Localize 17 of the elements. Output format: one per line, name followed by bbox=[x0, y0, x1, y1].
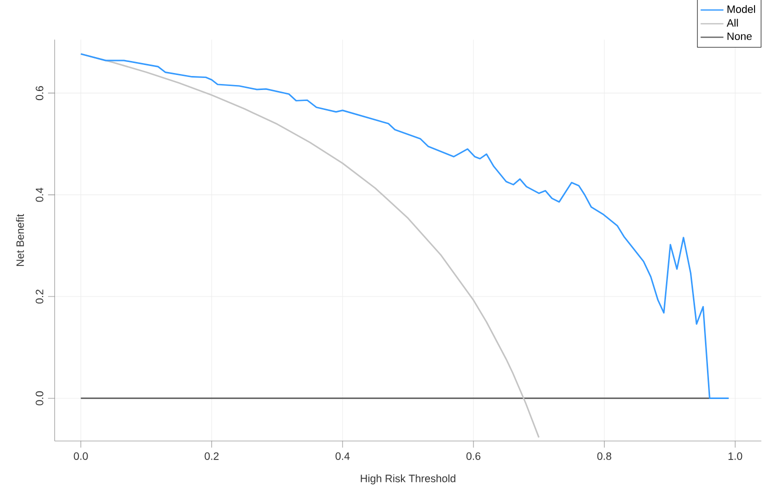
x-tick-label: 0.2 bbox=[204, 452, 219, 460]
y-tick-label: 0.4 bbox=[36, 188, 44, 202]
x-tick-label: 1.0 bbox=[728, 452, 742, 460]
y-tick-label: 0.0 bbox=[36, 391, 44, 406]
line-series bbox=[80, 53, 730, 400]
y-tick-label: 0.2 bbox=[36, 290, 44, 304]
x-axis-title: High Risk Threshold bbox=[360, 474, 456, 484]
line-series bbox=[80, 53, 540, 438]
legend-label: All bbox=[726, 18, 738, 27]
y-tick-label: 0.6 bbox=[36, 86, 44, 100]
y-axis-title: Net Benefit bbox=[16, 214, 24, 266]
x-tick-label: 0.8 bbox=[597, 452, 612, 460]
x-tick-label: 0.0 bbox=[74, 452, 88, 460]
legend-label: Model bbox=[728, 5, 756, 13]
legend-label: None bbox=[728, 32, 752, 40]
x-tick-label: 0.4 bbox=[336, 452, 350, 460]
x-tick-label: 0.6 bbox=[466, 452, 480, 460]
